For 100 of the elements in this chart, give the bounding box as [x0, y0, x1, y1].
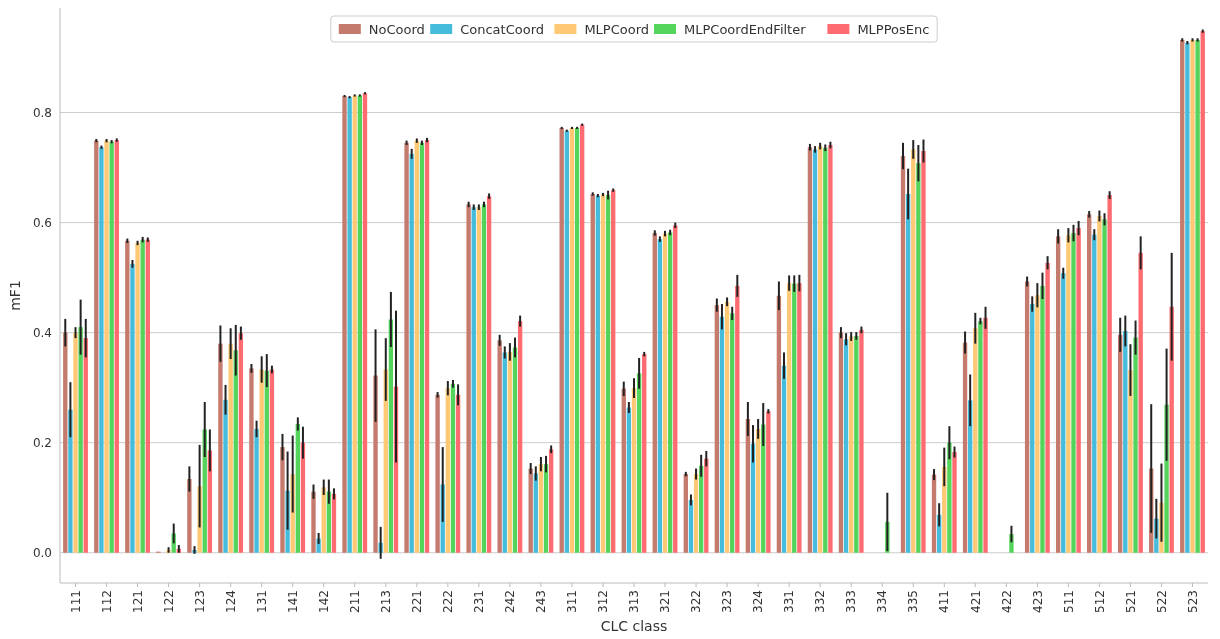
y-tick-label: 0.0 [32, 545, 52, 560]
bar [280, 447, 285, 553]
x-axis-title: CLC class [600, 618, 668, 634]
x-tick-label: 423 [1030, 590, 1045, 613]
bar [849, 336, 854, 553]
bar [626, 407, 632, 553]
bar [450, 383, 456, 553]
bar [719, 316, 725, 553]
bar [735, 285, 740, 553]
bar [817, 146, 823, 553]
bar [838, 332, 844, 553]
bar [73, 332, 78, 553]
bar [1086, 214, 1092, 553]
x-tick-label: 421 [968, 590, 983, 613]
bar [114, 140, 119, 553]
bar [419, 142, 425, 553]
bar [1045, 262, 1050, 553]
bar [362, 93, 368, 553]
legend-label: MLPCoordEndFilter [684, 21, 807, 37]
x-tick-label: 312 [596, 590, 611, 613]
bar [99, 147, 104, 553]
legend-label: NoCoord [368, 21, 425, 37]
x-tick-label: 521 [1123, 590, 1138, 613]
bar [109, 141, 114, 553]
x-tick-label: 121 [130, 590, 145, 613]
bar [900, 156, 906, 553]
bar [1190, 39, 1195, 553]
x-tick-label: 222 [441, 590, 456, 613]
bar [978, 321, 983, 553]
bar [269, 369, 275, 553]
x-tick-label: 323 [720, 590, 735, 613]
bar [238, 333, 244, 553]
x-tick-label: 523 [1185, 590, 1200, 613]
bar [295, 423, 300, 553]
bar [125, 240, 130, 553]
bar [1133, 337, 1138, 553]
bar [352, 95, 357, 553]
bar [140, 239, 145, 553]
y-tick-label: 0.4 [32, 325, 52, 340]
bar [1061, 273, 1066, 553]
bar [187, 479, 192, 553]
bar [94, 140, 99, 553]
legend-label: MLPPosEnc [857, 21, 930, 37]
x-tick-label: 333 [844, 590, 859, 613]
bar [792, 283, 797, 553]
x-tick-label: 141 [285, 590, 300, 613]
bar [673, 225, 678, 553]
bar [611, 190, 616, 553]
bar [657, 239, 663, 553]
bar [471, 207, 476, 553]
bar [1055, 236, 1061, 553]
bar [854, 335, 859, 553]
x-tick-label: 313 [627, 590, 642, 613]
x-tick-label: 334 [875, 590, 890, 613]
bar [1092, 234, 1097, 553]
bar [1128, 370, 1133, 553]
bar [435, 394, 440, 553]
y-tick-label: 0.2 [32, 435, 52, 450]
x-tick-label: 231 [472, 590, 487, 613]
x-tick-label: 311 [565, 590, 580, 613]
bar [1195, 39, 1200, 553]
x-tick-label: 335 [906, 590, 921, 613]
bar [357, 95, 363, 553]
x-tick-label: 242 [503, 590, 518, 613]
bar [714, 305, 720, 553]
bar [662, 233, 668, 553]
bar [621, 388, 626, 553]
bar [828, 145, 833, 553]
bar [228, 343, 233, 553]
bar [911, 149, 916, 553]
bar [595, 195, 601, 553]
bar [574, 127, 580, 553]
x-tick-label: 511 [1061, 590, 1076, 613]
x-tick-label: 332 [813, 590, 828, 613]
y-tick-label: 0.6 [32, 215, 52, 230]
bar [605, 195, 611, 553]
bar [569, 127, 575, 553]
bar [1035, 295, 1040, 553]
bar [218, 343, 223, 553]
bar [600, 194, 606, 553]
bar [1066, 235, 1071, 553]
bar [812, 149, 818, 553]
bar [223, 399, 228, 553]
bar [652, 233, 657, 553]
bar [1185, 42, 1190, 553]
bar [1180, 39, 1185, 553]
bar [342, 96, 347, 553]
x-tick-label: 331 [782, 590, 797, 613]
y-axis-title: mF1 [7, 280, 23, 311]
bar [859, 329, 864, 553]
x-tick-label: 512 [1092, 590, 1107, 613]
bar [145, 239, 150, 553]
bar [104, 140, 109, 553]
x-tick-label: 111 [68, 590, 83, 613]
legend-label: ConcatCoord [460, 21, 545, 37]
bar [580, 124, 585, 553]
bar [1030, 304, 1035, 553]
bar [823, 147, 828, 553]
bar [1040, 285, 1045, 553]
x-tick-label: 324 [751, 590, 766, 613]
